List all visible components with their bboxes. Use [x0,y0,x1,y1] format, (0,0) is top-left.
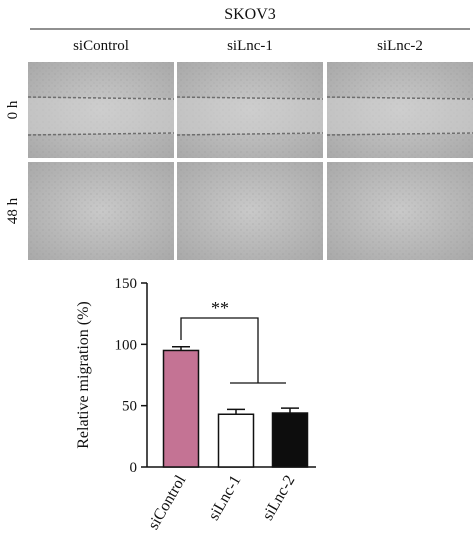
image-grid [27,62,474,260]
x-tick-label: siLnc-1 [205,473,244,524]
column-label: siLnc-1 [227,38,273,54]
scratch-edge [326,96,474,100]
x-tick-label: siControl [145,472,190,533]
scratch-edge [326,132,474,136]
micrograph-texture [327,162,473,260]
row-label: 0 h [5,100,21,119]
y-axis-label: Relative migration (%) [75,301,92,449]
micrograph-texture [28,162,174,260]
bar-chart: 0 50 100 150 Relative migration (%) siControl… [75,276,316,533]
micrograph-texture [177,162,323,260]
bar [271,412,309,468]
significance-label: ** [211,298,229,318]
bar [217,413,255,468]
column-label: siLnc-2 [377,38,423,54]
x-tick-label: siLnc-2 [259,473,298,524]
y-tick-label: 50 [122,399,137,415]
y-tick-label: 0 [130,460,138,476]
scratch-edge [176,132,324,136]
row-label: 48 h [5,197,21,224]
bar [162,349,200,468]
scratch-gap [327,98,473,134]
significance-bracket [180,317,259,383]
scratch-gap [177,98,323,134]
scratch-gap [28,98,174,134]
scratch-edge [27,96,175,100]
y-tick-label: 100 [115,337,138,353]
column-label: siControl [73,38,129,54]
scratch-edge [27,132,175,136]
scratch-edge [176,96,324,100]
panel-title: SKOV3 [224,6,276,23]
y-tick-label: 150 [115,276,138,292]
